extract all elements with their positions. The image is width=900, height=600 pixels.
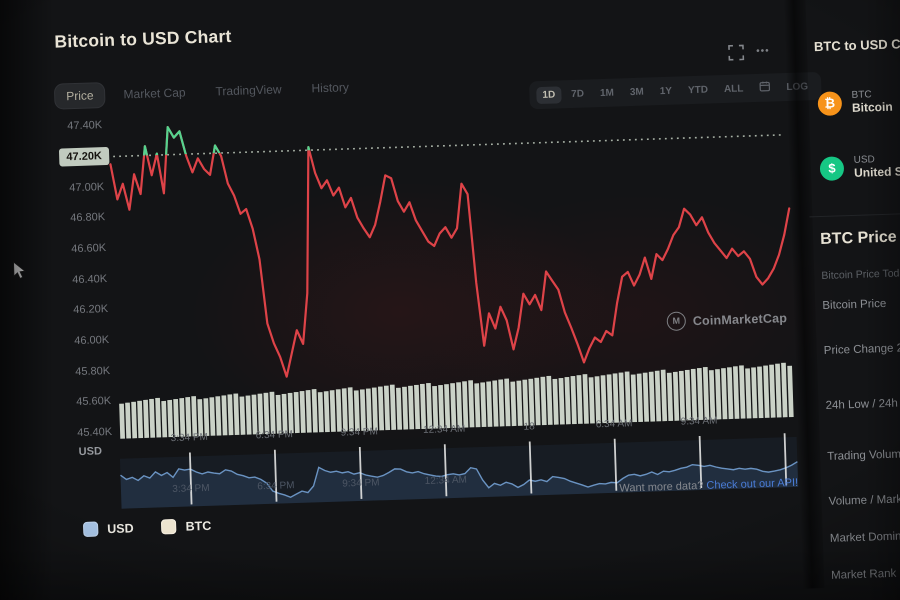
navigator-label: 12:34 AM (424, 474, 468, 487)
legend-btc[interactable]: BTC (161, 518, 211, 535)
stats-row: Price Change 24h (823, 341, 900, 357)
x-axis-label: 6:34 AM (595, 418, 633, 431)
coin-name: Bitcoin (851, 99, 893, 115)
navigator-label: 9:34 PM (342, 477, 380, 490)
stats-section-label: Bitcoin Price Today (821, 267, 900, 282)
x-axis-label: 3:34 PM (170, 431, 209, 445)
stats-row: Market Dominance (829, 529, 900, 545)
navigator-label: 3:34 PM (172, 482, 210, 496)
converter-row-btc[interactable]: ₿ BTC Bitcoin (817, 89, 893, 116)
price-line-above-open (109, 126, 791, 161)
converter-row-usd[interactable]: $ USD United States Dollar (819, 151, 900, 181)
converter-title: BTC to USD Converter (813, 34, 900, 55)
legend-usd-label: USD (106, 520, 134, 536)
x-axis-label: 6:34 PM (255, 429, 294, 442)
stats-row: Market Rank (830, 567, 897, 582)
x-axis-label: 9:34 AM (680, 415, 718, 428)
bitcoin-icon: ₿ (817, 90, 843, 116)
mouse-cursor-icon (13, 261, 29, 286)
watermark-label: CoinMarketCap (692, 310, 788, 328)
usd-icon: $ (819, 155, 845, 181)
usd-swatch-icon (82, 521, 99, 537)
stats-row: Volume / Market Cap (828, 492, 900, 508)
coin-name: United States Dollar (853, 162, 900, 180)
x-axis-label: 9:34 PM (340, 426, 379, 439)
legend-btc-label: BTC (185, 518, 212, 534)
price-line (109, 126, 791, 378)
stats-title: BTC Price Statistics (819, 226, 900, 249)
stats-row: 24h Low / 24h High (825, 397, 900, 412)
btc-swatch-icon (161, 518, 177, 535)
navigator-label: 6:34 PM (257, 480, 295, 493)
coinmarketcap-logo-icon: M (666, 311, 687, 332)
stats-row: Bitcoin Price (822, 297, 887, 312)
x-axis-date-label: 18 (523, 421, 535, 433)
stats-row: Trading Volume (827, 448, 900, 463)
legend-usd[interactable]: USD (82, 520, 134, 537)
x-axis-label: 12:34 AM (422, 423, 466, 436)
coinmarketcap-watermark: M CoinMarketCap (666, 308, 788, 332)
